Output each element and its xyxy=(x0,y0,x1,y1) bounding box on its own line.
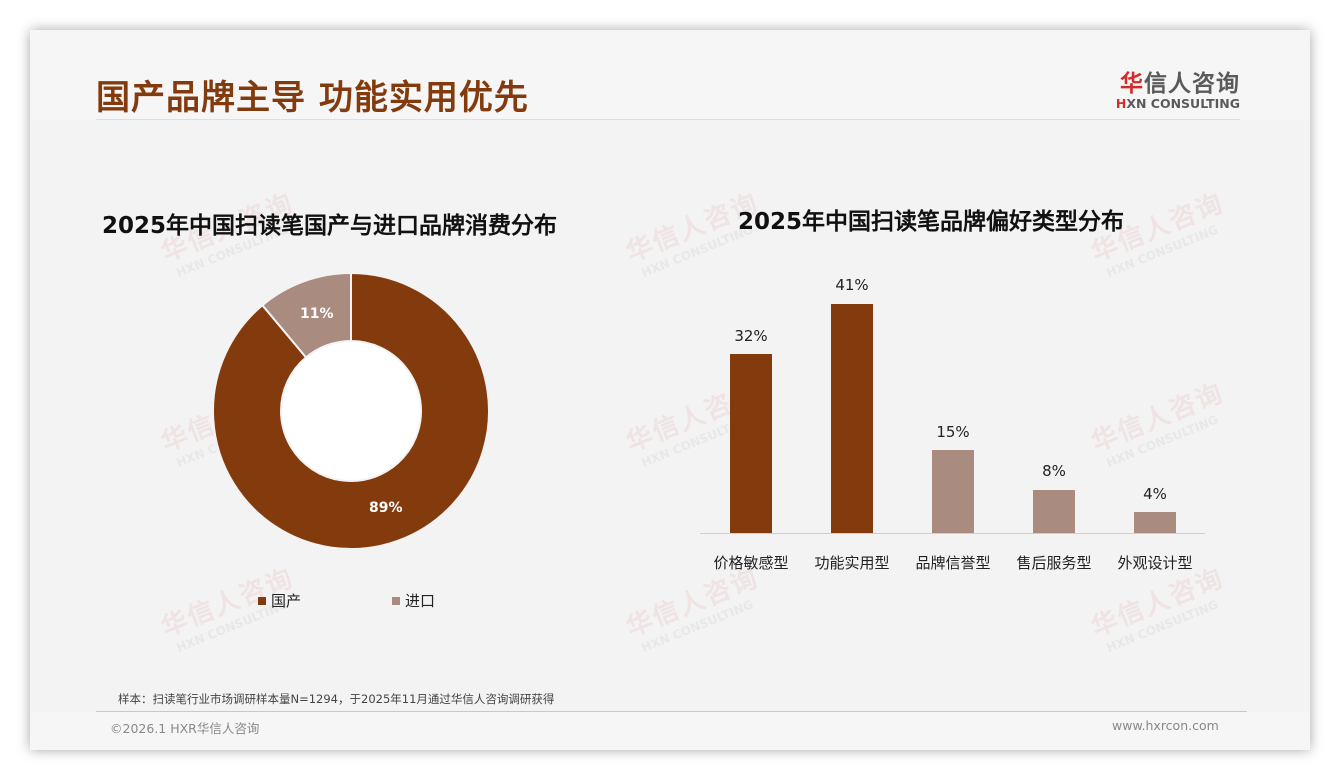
x-axis-line xyxy=(700,533,1205,534)
sample-note: 样本：扫读笔行业市场调研样本量N=1294，于2025年11月通过华信人咨询调研… xyxy=(118,692,555,706)
bar-category: 品牌信誉型 xyxy=(915,554,991,572)
logo-en-accent: H xyxy=(1115,96,1127,111)
logo: 华信人咨询 HXN CONSULTING xyxy=(1110,64,1240,111)
logo-cn: 华信人咨询 xyxy=(1110,64,1240,98)
bar-price-sensitive xyxy=(730,354,772,533)
bar-chart: 32% 价格敏感型 41% 功能实用型 15% 品牌信誉型 8% 售后服务型 4… xyxy=(700,270,1210,580)
bar-category: 价格敏感型 xyxy=(713,554,789,572)
legend-item-domestic: 国产 xyxy=(258,590,301,611)
logo-cn-accent: 华 xyxy=(1120,71,1144,97)
donut-svg xyxy=(212,271,490,550)
bar-functional xyxy=(831,304,873,533)
footer xyxy=(30,712,1310,750)
footer-divider xyxy=(96,711,1247,712)
slide: 国产品牌主导 功能实用优先 华信人咨询 HXN CONSULTING 华信人咨询… xyxy=(30,30,1310,750)
legend-item-import: 进口 xyxy=(392,590,435,611)
bar-value: 8% xyxy=(1042,462,1066,480)
legend-label: 进口 xyxy=(405,592,436,610)
donut-chart: 11% 89% xyxy=(212,271,490,550)
legend-swatch-domestic xyxy=(258,596,266,605)
bar-value: 4% xyxy=(1143,485,1167,503)
bar-category: 售后服务型 xyxy=(1016,554,1092,572)
header xyxy=(30,30,1310,120)
donut-chart-title: 2025年中国扫读笔国产与进口品牌消费分布 xyxy=(102,213,558,239)
bar-brand-reputation xyxy=(932,450,974,533)
page-title: 国产品牌主导 功能实用优先 xyxy=(96,78,529,118)
copyright: ©2026.1 HXR华信人咨询 xyxy=(110,721,260,736)
bar-value: 32% xyxy=(734,327,768,345)
logo-en-text: XN CONSULTING xyxy=(1126,96,1240,111)
logo-cn-text: 信人咨询 xyxy=(1144,71,1240,97)
bar-appearance xyxy=(1134,512,1176,533)
header-divider xyxy=(96,119,1240,120)
donut-slice-domestic xyxy=(212,271,490,550)
bar-value: 41% xyxy=(835,276,869,294)
bar-category: 功能实用型 xyxy=(814,554,890,572)
legend-label: 国产 xyxy=(271,592,302,610)
website-link[interactable]: www.hxrcon.com xyxy=(1112,718,1219,733)
bar-category: 外观设计型 xyxy=(1117,554,1193,572)
bar-after-sales xyxy=(1033,490,1075,533)
donut-slice-import xyxy=(260,271,352,359)
donut-label-import: 11% xyxy=(300,306,334,322)
bar-value: 15% xyxy=(936,423,970,441)
donut-label-domestic: 89% xyxy=(369,500,403,516)
logo-en: HXN CONSULTING xyxy=(1110,96,1240,111)
legend-swatch-import xyxy=(392,596,400,605)
bar-chart-title: 2025年中国扫读笔品牌偏好类型分布 xyxy=(738,209,1125,235)
